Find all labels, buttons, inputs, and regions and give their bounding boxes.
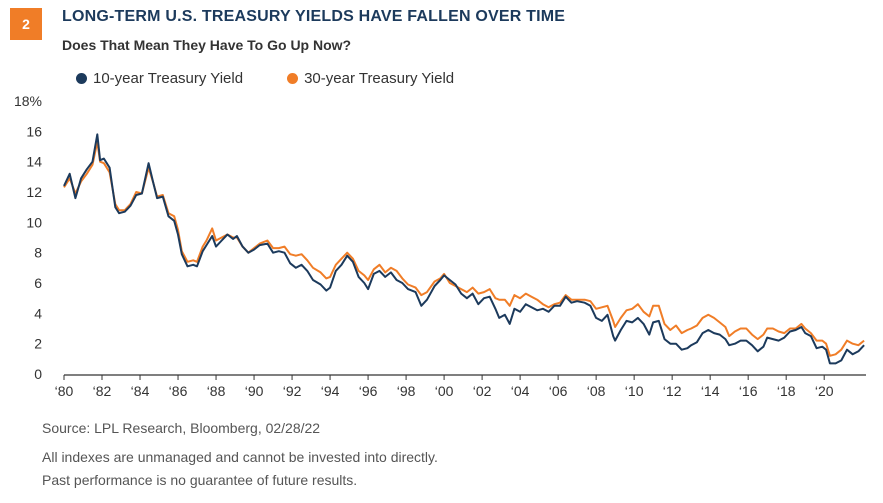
y-tick-label: 4: [34, 305, 42, 321]
yield-line-chart: 0 2 4 6 8 10 12 14 16 18% ‘80 ‘82 ‘84 ‘86 ‘88 ‘90 ‘92 ‘9…: [14, 93, 866, 399]
x-tick-label: ‘12: [663, 383, 682, 399]
y-tick-label: 6: [34, 275, 42, 291]
x-tick-label: ‘92: [283, 383, 302, 399]
y-tick-label: 0: [34, 366, 42, 382]
legend-dot-30-year: [287, 73, 299, 84]
chart-number-badge: 2: [10, 8, 42, 40]
x-tick-label: ‘16: [739, 383, 758, 399]
x-tick-label: ‘06: [549, 383, 568, 399]
chart-title: LONG-TERM U.S. TREASURY YIELDS HAVE FALL…: [62, 8, 566, 25]
legend-item-30-year: 30-year Treasury Yield: [287, 70, 454, 87]
y-tick-label: 12: [26, 184, 42, 200]
x-tick-label: ‘08: [587, 383, 606, 399]
chart-legend: 10-year Treasury Yield 30-year Treasury …: [76, 70, 454, 87]
x-tick-label: ‘10: [625, 383, 644, 399]
y-tick-label: 14: [26, 154, 42, 170]
y-tick-label: 2: [34, 336, 42, 352]
series-layer: [63, 133, 865, 365]
x-tick-label: ‘80: [55, 383, 74, 399]
y-tick-label: 18%: [14, 93, 42, 109]
x-tick-label: ‘00: [435, 383, 454, 399]
x-tick-label: ‘20: [815, 383, 834, 399]
series-line-30-year: [63, 140, 865, 357]
x-tick-label: ‘86: [169, 383, 188, 399]
x-tick-label: ‘02: [473, 383, 492, 399]
x-tick-label: ‘82: [93, 383, 112, 399]
x-tick-label: ‘18: [777, 383, 796, 399]
legend-item-10-year: 10-year Treasury Yield: [76, 70, 243, 87]
source-note: Source: LPL Research, Bloomberg, 02/28/2…: [42, 420, 321, 436]
legend-dot-10-year: [76, 73, 87, 84]
y-tick-label: 10: [26, 214, 42, 230]
x-tick-label: ‘90: [245, 383, 264, 399]
x-tick-label: ‘96: [359, 383, 378, 399]
x-tick-label: ‘04: [511, 383, 530, 399]
y-tick-label: 8: [34, 245, 42, 261]
legend-label-10-year: 10-year Treasury Yield: [93, 70, 244, 87]
x-tick-label: ‘94: [321, 383, 340, 399]
y-tick-label: 16: [26, 123, 42, 139]
disclaimer-note-1: All indexes are unmanaged and cannot be …: [42, 449, 438, 465]
x-tick-label: ‘98: [397, 383, 416, 399]
x-tick-label: ‘88: [207, 383, 226, 399]
disclaimer-note-2: Past performance is no guarantee of futu…: [42, 472, 358, 488]
series-line-10-year: [63, 133, 865, 365]
x-tick-label: ‘14: [701, 383, 720, 399]
x-tick-label: ‘84: [131, 383, 150, 399]
chart-subtitle: Does That Mean They Have To Go Up Now?: [62, 37, 352, 53]
x-axis: ‘80 ‘82 ‘84 ‘86 ‘88 ‘90 ‘92 ‘94 ‘96 ‘98 ‘00 ‘02 ‘04 ‘…: [55, 374, 866, 399]
y-axis: 0 2 4 6 8 10 12 14 16 18%: [14, 93, 42, 382]
legend-label-30-year: 30-year Treasury Yield: [304, 70, 455, 87]
